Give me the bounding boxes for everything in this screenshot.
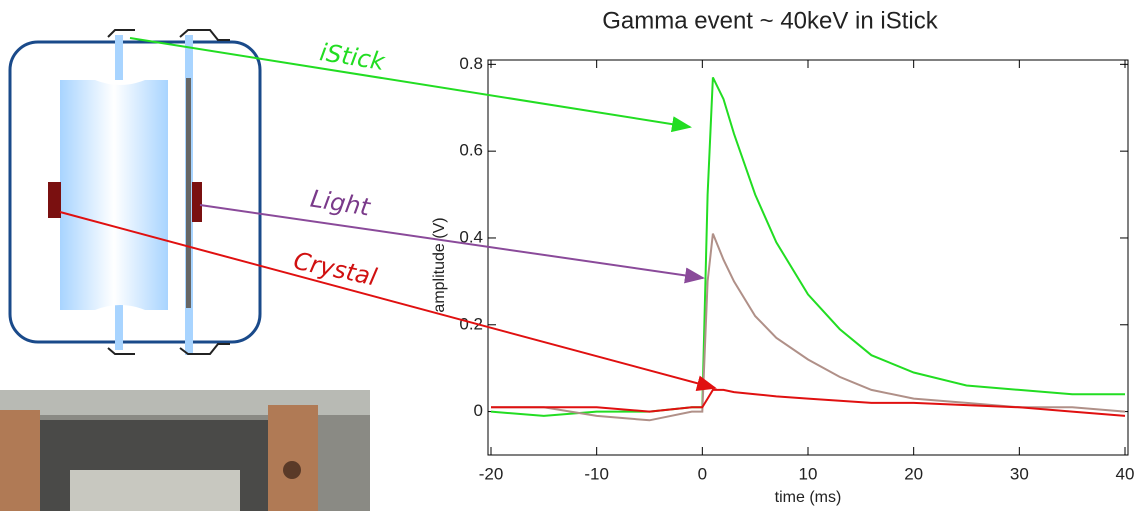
plot-frame <box>488 60 1128 455</box>
arrow <box>130 38 690 127</box>
photo <box>0 390 370 511</box>
x-tick-label: 30 <box>1010 464 1029 483</box>
x-tick-label: 40 <box>1116 464 1135 483</box>
y-tick-label: 0.8 <box>459 54 483 73</box>
annotation: Crystal <box>291 247 379 292</box>
x-tick-label: -10 <box>584 464 609 483</box>
arrow <box>200 205 703 278</box>
y-tick-label: 0 <box>474 401 483 420</box>
annotation: Light <box>308 184 373 221</box>
x-axis-label: time (ms) <box>775 489 842 506</box>
series-line <box>491 77 1125 416</box>
x-tick-label: -20 <box>479 464 504 483</box>
y-axis-label: amplitude (V) <box>431 217 448 312</box>
x-tick-label: 20 <box>904 464 923 483</box>
chart-title: Gamma event ~ 40keV in iStick <box>602 7 938 34</box>
detector-diagram <box>10 30 260 355</box>
x-tick-label: 0 <box>698 464 707 483</box>
x-tick-label: 10 <box>799 464 818 483</box>
page: -20-1001020304000.20.40.60.8 iStick Ligh… <box>0 0 1139 511</box>
y-tick-label: 0.6 <box>459 141 483 160</box>
